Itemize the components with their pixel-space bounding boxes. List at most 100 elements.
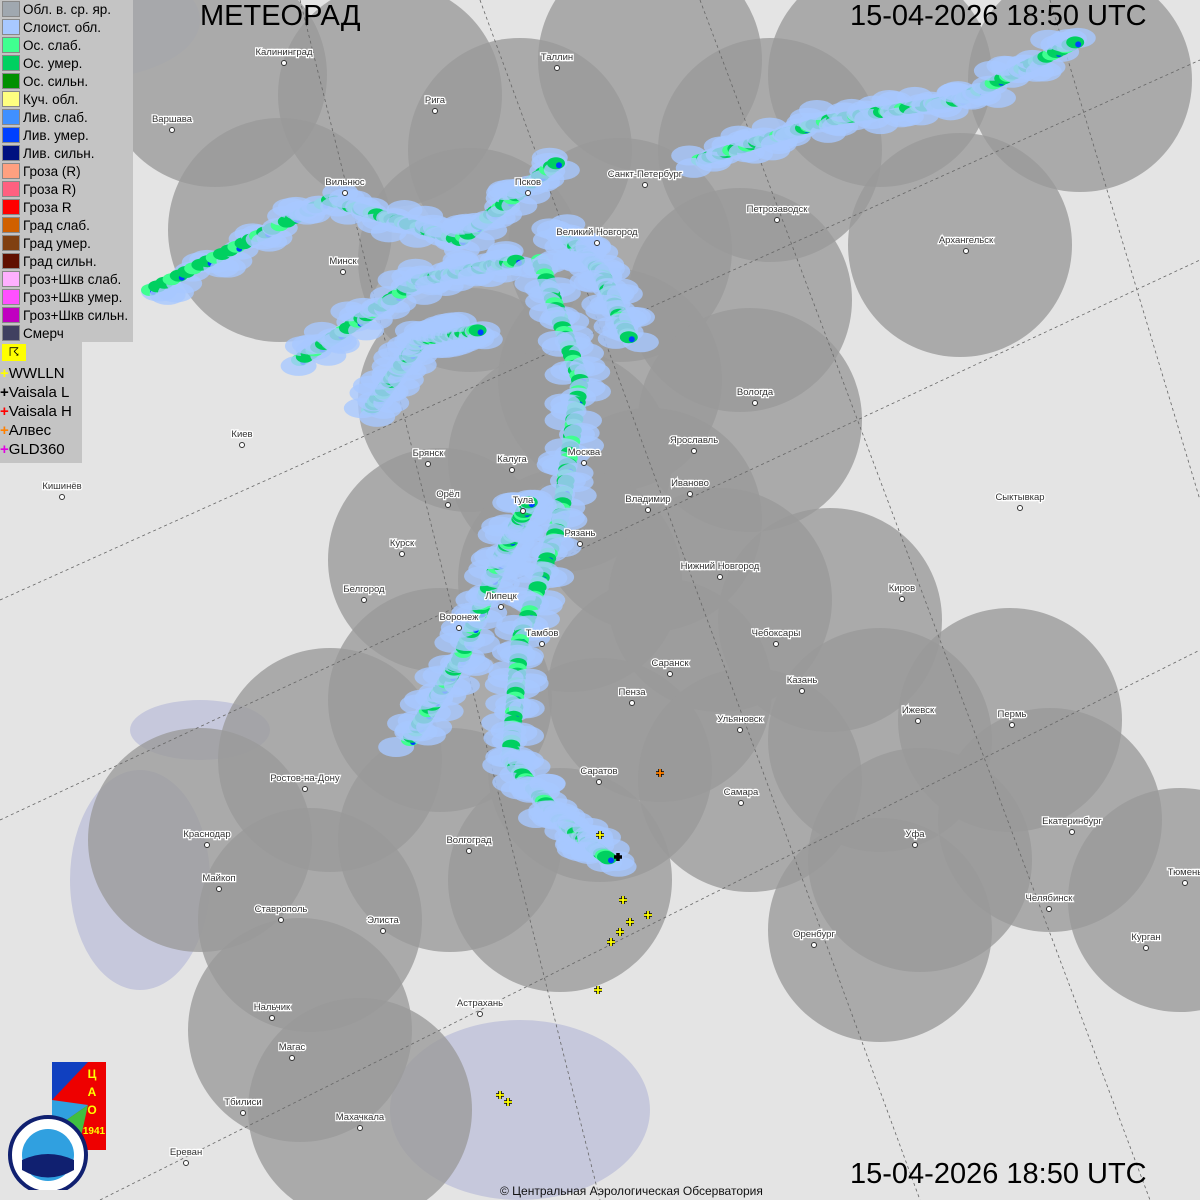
city-dot (361, 597, 367, 603)
city-dot (183, 1160, 189, 1166)
city-marker: Кишинёв (41, 480, 83, 500)
city-dot (645, 507, 651, 513)
lightning-strike-icon (596, 831, 604, 839)
lightning-strike-icon (496, 1091, 504, 1099)
city-marker: Тбилиси (223, 1096, 263, 1116)
shower-echo (556, 162, 562, 169)
radar-coverage (88, 0, 1200, 1200)
city-label: Ставрополь (255, 904, 308, 915)
lightning-network-item[interactable]: +WWLLN (0, 364, 82, 383)
city-dot (169, 127, 175, 133)
cross-icon: + (0, 441, 9, 458)
legend-item: Лив. сильн. (0, 144, 133, 162)
legend-label: Град сильн. (23, 253, 97, 269)
city-label: Киров (889, 583, 915, 594)
legend-label: Лив. умер. (23, 127, 89, 143)
cao-roshydromet-logo: Ц А О 1941 (8, 1062, 106, 1190)
radar-coverage-circle (448, 768, 672, 992)
city-label: Архангельск (939, 235, 994, 246)
city-dot (445, 502, 451, 508)
city-label: Волгоград (446, 835, 492, 846)
city-dot (554, 65, 560, 71)
city-label: Самара (724, 787, 759, 798)
city-label: Казань (787, 675, 818, 686)
legend-swatch (2, 19, 20, 35)
city-marker: Псков (514, 176, 542, 196)
precipitation-legend: Обл. в. ср. яр. Слоист. обл. Ос. слаб. Ос. … (0, 0, 133, 342)
city-dot (687, 491, 693, 497)
legend-label: Гроза R (23, 199, 72, 215)
legend-swatch (2, 199, 20, 215)
cross-icon: + (0, 403, 9, 420)
lightning-network-item[interactable]: +Алвес (0, 421, 82, 440)
lightning-toggle-button[interactable]: ☈ (2, 344, 26, 361)
city-marker: Рига (424, 94, 447, 114)
city-dot (509, 467, 515, 473)
city-dot (737, 727, 743, 733)
city-dot (340, 269, 346, 275)
radar-coverage-circle (768, 818, 992, 1042)
legend-swatch (2, 289, 20, 305)
city-label: Тюмень (1168, 867, 1200, 878)
city-label: Варшава (152, 114, 193, 125)
lightning-strike-icon (619, 896, 627, 904)
legend-item: Обл. в. ср. яр. (0, 0, 133, 18)
city-dot (915, 718, 921, 724)
shower-echo (628, 336, 635, 343)
city-dot (596, 779, 602, 785)
legend-label: Лив. слаб. (23, 109, 88, 125)
city-marker: Самара (722, 786, 760, 806)
city-marker: Владимир (624, 493, 672, 513)
lightning-strike-icon (616, 928, 624, 936)
legend-swatch (2, 253, 20, 269)
legend-item: Лив. умер. (0, 126, 133, 144)
city-dot (773, 641, 779, 647)
legend-label: Лив. сильн. (23, 145, 95, 161)
lightning-network-item[interactable]: +Vaisala H (0, 402, 82, 421)
city-marker: Липецк (484, 590, 519, 610)
city-label: Краснодар (183, 829, 230, 840)
city-marker: Ставрополь (253, 903, 309, 923)
city-marker: Челябинск (1024, 892, 1075, 912)
legend-swatch (2, 325, 20, 341)
city-dot (525, 190, 531, 196)
legend-label: Смерч (23, 325, 64, 341)
timestamp-top: 15-04-2026 18:50 UTC (850, 0, 1147, 32)
city-dot (239, 442, 245, 448)
city-marker: Варшава (151, 113, 194, 133)
city-dot (1009, 722, 1015, 728)
city-dot (456, 625, 462, 631)
lightning-network-item[interactable]: +Vaisala L (0, 383, 82, 402)
shower-echo (608, 857, 614, 864)
city-dot (963, 248, 969, 254)
city-label: Екатеринбург (1042, 816, 1102, 827)
city-label: Нальчик (254, 1002, 291, 1013)
city-dot (289, 1055, 295, 1061)
city-dot (240, 1110, 246, 1116)
city-label: Пенза (619, 687, 647, 698)
legend-label: Град слаб. (23, 217, 90, 233)
radar-coverage-circle (248, 998, 472, 1200)
city-label: Ярославль (670, 435, 718, 446)
city-label: Минск (329, 256, 357, 267)
city-marker: Нижний Новгород (679, 560, 761, 580)
cross-icon: + (0, 365, 9, 382)
city-dot (466, 848, 472, 854)
city-label: Ростов-на-Дону (270, 773, 339, 784)
city-label: Иваново (671, 478, 709, 489)
city-label: Таллин (541, 52, 573, 63)
legend-item: Куч. обл. (0, 90, 133, 108)
legend-item: Град сильн. (0, 252, 133, 270)
lightning-network-item[interactable]: +GLD360 (0, 440, 82, 459)
city-label: Курган (1131, 932, 1160, 943)
city-label: Пермь (998, 709, 1027, 720)
city-label: Брянск (413, 448, 445, 459)
shower-echo (477, 329, 484, 336)
lightning-strike-icon (626, 918, 634, 926)
legend-label: Слоист. обл. (23, 19, 102, 35)
city-dot (357, 1125, 363, 1131)
legend-label: Ос. слаб. (23, 37, 82, 53)
city-label: Элиста (367, 915, 399, 926)
city-marker: Краснодар (182, 828, 232, 848)
